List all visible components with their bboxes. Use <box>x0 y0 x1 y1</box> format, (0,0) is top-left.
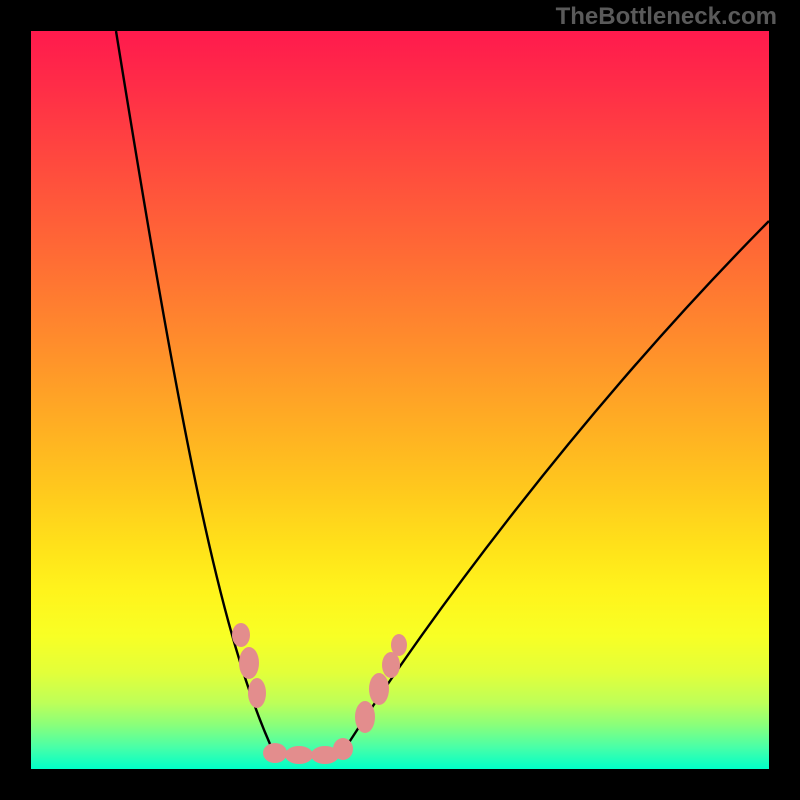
curve-dot <box>369 673 389 705</box>
curve-dot <box>248 678 266 708</box>
curve-dot <box>232 623 250 647</box>
watermark-text: TheBottleneck.com <box>556 3 777 31</box>
plot-background <box>31 31 769 769</box>
plot-group <box>31 31 769 769</box>
curve-dot <box>285 746 313 764</box>
chart-svg <box>0 0 800 800</box>
chart-frame: TheBottleneck.com <box>0 0 800 800</box>
curve-dot <box>333 738 353 760</box>
curve-dot <box>382 652 400 678</box>
curve-dot <box>391 634 407 656</box>
curve-dot <box>355 701 375 733</box>
curve-dot <box>263 743 287 763</box>
curve-dot <box>239 647 259 679</box>
